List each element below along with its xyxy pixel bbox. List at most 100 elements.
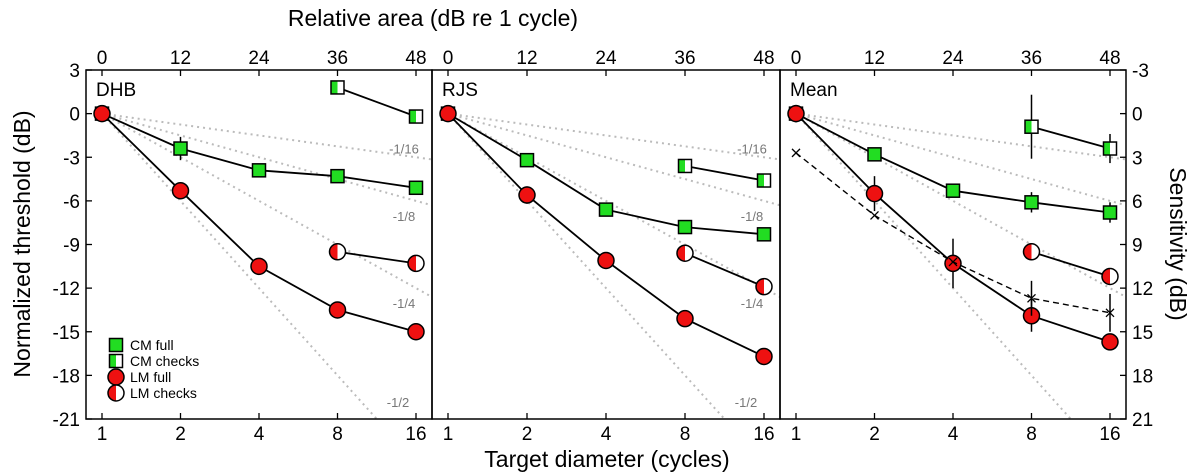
legend-label: LM full <box>130 369 171 385</box>
legend-label: LM checks <box>130 385 197 401</box>
slope-guide-minus1-8 <box>101 112 432 207</box>
x-tick-label: 8 <box>1026 424 1037 445</box>
slope-label: -1/8 <box>741 209 763 224</box>
y-tick-label: -3 <box>63 148 80 169</box>
data-point <box>597 251 615 270</box>
x-tick-label: 4 <box>601 424 612 445</box>
data-point <box>1027 293 1036 303</box>
slope-label: -1/16 <box>389 141 419 156</box>
slope-label: -1/8 <box>393 209 415 224</box>
top-x-tick-label: 12 <box>170 48 191 69</box>
x-tick-label: 16 <box>1099 424 1120 445</box>
series-cm-checks <box>677 158 772 188</box>
data-point-half <box>1102 268 1110 285</box>
top-x-tick-label: 12 <box>516 48 537 69</box>
data-point <box>1102 205 1118 220</box>
top-x-tick-label: 48 <box>753 48 774 69</box>
legend-marker-half <box>108 385 116 401</box>
right-y-tick-label: -3 <box>1132 61 1149 82</box>
series-cm-full <box>94 106 424 196</box>
data-point <box>677 158 693 174</box>
data-point <box>1101 333 1119 351</box>
series-lm-checks <box>328 243 425 273</box>
top-x-tick-label: 48 <box>1099 48 1120 69</box>
data-point-half <box>408 255 416 272</box>
data-point-half <box>331 80 338 94</box>
legend-marker <box>107 384 125 402</box>
x-tick-label: 4 <box>254 424 265 445</box>
series-lm-full <box>93 104 425 341</box>
legend-label: CM full <box>130 337 174 353</box>
top-x-tick-label: 0 <box>97 48 108 69</box>
x-tick-label: 1 <box>97 424 108 445</box>
data-point <box>330 168 345 184</box>
series-lm-checks <box>676 244 773 296</box>
series-line <box>337 250 417 265</box>
data-point <box>755 277 773 296</box>
data-point <box>1024 195 1039 210</box>
x-tick-label: 4 <box>948 424 959 445</box>
y-axis-title: Normalized threshold (dB) <box>9 110 35 377</box>
data-point <box>755 347 773 366</box>
left-y-axis: 3 0 -3 -6 -9 -12 -15 -18 -21 <box>53 61 92 431</box>
data-point <box>756 227 772 242</box>
series-cm-full <box>440 106 772 242</box>
x-tick-label: 8 <box>332 424 343 445</box>
data-point-half <box>1023 243 1032 260</box>
slope-guide-minus1-4 <box>101 112 432 299</box>
data-point <box>330 80 345 95</box>
data-point <box>328 243 347 261</box>
x-tick-label: 1 <box>791 424 802 445</box>
legend-marker <box>108 353 124 369</box>
data-point <box>945 183 961 198</box>
x-axis-title: Target diameter (cycles) <box>484 446 729 472</box>
data-point <box>676 309 694 328</box>
panel-rjs: -1/16 -1/8 -1/4 -1/2 RJS 1 0 2 12 4 24 8 36 16 48 <box>431 48 781 445</box>
top-x-axis-title: Relative area (dB re 1 cycle) <box>288 5 578 31</box>
top-x-tick-label: 24 <box>248 48 270 69</box>
series-line <box>795 112 1111 343</box>
series-lm-full <box>439 104 773 366</box>
data-point <box>948 257 958 267</box>
series-line <box>337 86 417 118</box>
data-point <box>407 254 425 273</box>
data-point <box>250 257 268 276</box>
data-point <box>518 186 536 204</box>
data-point <box>867 147 882 162</box>
y-tick-label: 0 <box>69 105 80 126</box>
y-tick-label: -21 <box>53 410 80 431</box>
right-y-axis-title: Sensitivity (dB) <box>1165 167 1191 320</box>
panel-label: Mean <box>790 80 838 101</box>
slope-label: -1/2 <box>735 395 757 410</box>
x-tick-label: 2 <box>175 424 186 445</box>
legend-marker-half <box>109 354 116 368</box>
series-line <box>1031 125 1111 150</box>
x-tick-label: 16 <box>753 424 774 445</box>
data-point <box>328 301 347 319</box>
data-point <box>1101 267 1119 286</box>
y-tick-label: -9 <box>63 236 80 257</box>
slope-guide-minus1-16 <box>447 112 780 161</box>
data-point-half <box>409 110 416 124</box>
data-point <box>171 181 190 200</box>
series-line <box>101 112 417 333</box>
top-x-tick-label: 36 <box>327 48 348 69</box>
top-x-tick-label: 36 <box>674 48 695 69</box>
right-y-tick-label: 12 <box>1132 279 1153 300</box>
data-point <box>519 152 535 168</box>
right-y-tick-label: 3 <box>1132 148 1143 169</box>
slope-label: -1/2 <box>387 395 409 410</box>
x-tick-label: 2 <box>522 424 533 445</box>
series-line <box>1031 250 1111 278</box>
x-tick-label: 16 <box>405 424 426 445</box>
series-line <box>684 165 765 182</box>
data-point <box>870 210 879 220</box>
legend-label: CM checks <box>130 353 199 369</box>
data-point <box>944 254 962 273</box>
series-lm-checks <box>1022 243 1119 286</box>
right-y-tick-label: 15 <box>1132 323 1153 344</box>
panel-dhb: -1/16 -1/8 -1/4 -1/2 DHB 1 0 2 12 4 24 8 36 16 48 CM fu… <box>85 48 433 445</box>
y-tick-label: -12 <box>53 279 80 300</box>
